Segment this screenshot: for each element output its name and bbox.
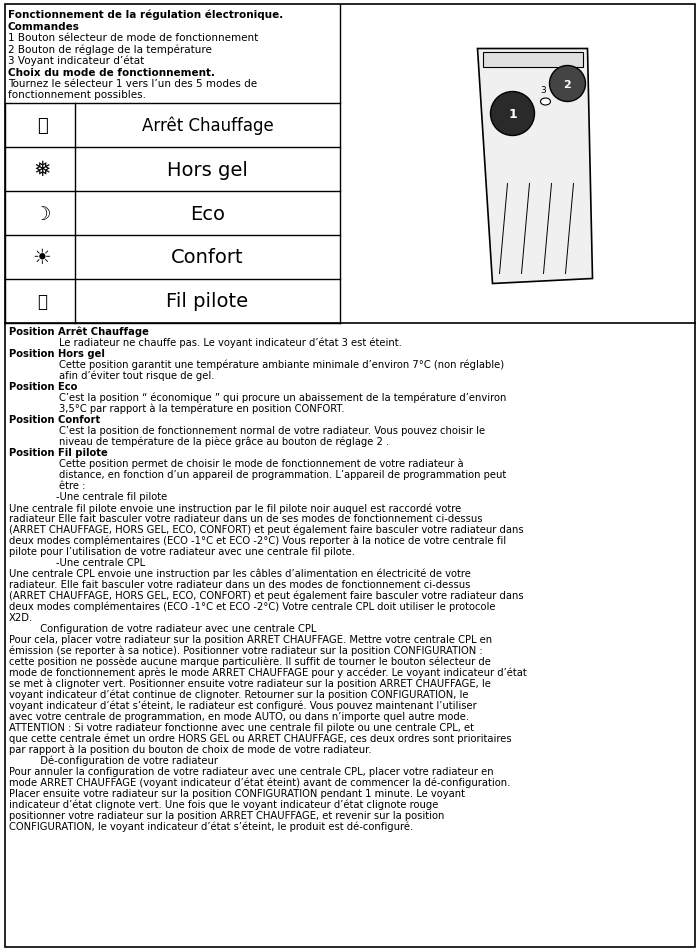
- Text: -Une centrale fil pilote: -Une centrale fil pilote: [9, 491, 167, 502]
- Text: deux modes complémentaires (ECO -1°C et ECO -2°C) Votre centrale CPL doit utilis: deux modes complémentaires (ECO -1°C et …: [9, 602, 496, 612]
- Text: ⏻: ⏻: [36, 117, 48, 135]
- Ellipse shape: [540, 99, 550, 106]
- Polygon shape: [477, 50, 592, 285]
- Text: Une centrale fil pilote envoie une instruction par le fil pilote noir auquel est: Une centrale fil pilote envoie une instr…: [9, 503, 461, 513]
- Text: X2D.: X2D.: [9, 612, 34, 623]
- Text: C’est la position de fonctionnement normal de votre radiateur. Vous pouvez chois: C’est la position de fonctionnement norm…: [59, 426, 485, 436]
- Text: Hors gel: Hors gel: [167, 160, 248, 179]
- Text: 3: 3: [540, 86, 547, 95]
- Text: (ARRET CHAUFFAGE, HORS GEL, ECO, CONFORT) et peut également faire basculer votre: (ARRET CHAUFFAGE, HORS GEL, ECO, CONFORT…: [9, 525, 524, 535]
- Text: deux modes complémentaires (ECO -1°C et ECO -2°C) Vous reporter à la notice de v: deux modes complémentaires (ECO -1°C et …: [9, 535, 506, 545]
- Text: Fil pilote: Fil pilote: [167, 292, 248, 311]
- Text: 2: 2: [564, 79, 571, 89]
- Text: Tournez le sélecteur 1 vers l’un des 5 modes de: Tournez le sélecteur 1 vers l’un des 5 m…: [8, 79, 257, 89]
- Text: Position Fil pilote: Position Fil pilote: [9, 447, 108, 458]
- Text: que cette centrale émet un ordre HORS GEL ou ARRET CHAUFFAGE, ces deux ordres so: que cette centrale émet un ordre HORS GE…: [9, 733, 512, 744]
- Text: afin d’éviter tout risque de gel.: afin d’éviter tout risque de gel.: [59, 370, 214, 381]
- Text: ☽: ☽: [34, 205, 50, 224]
- Text: 3 Voyant indicateur d’état: 3 Voyant indicateur d’état: [8, 56, 144, 67]
- Text: Position Hors gel: Position Hors gel: [9, 348, 105, 359]
- Text: ATTENTION : Si votre radiateur fonctionne avec une centrale fil pilote ou une ce: ATTENTION : Si votre radiateur fonctionn…: [9, 723, 474, 732]
- Text: Pour cela, placer votre radiateur sur la position ARRET CHAUFFAGE. Mettre votre : Pour cela, placer votre radiateur sur la…: [9, 634, 492, 645]
- Text: Fonctionnement de la régulation électronique.: Fonctionnement de la régulation électron…: [8, 10, 284, 21]
- Text: avec votre centrale de programmation, en mode AUTO, ou dans n’importe quel autre: avec votre centrale de programmation, en…: [9, 711, 469, 722]
- Text: Cette position permet de choisir le mode de fonctionnement de votre radiateur à: Cette position permet de choisir le mode…: [59, 459, 463, 469]
- Text: voyant indicateur d’état continue de clignoter. Retourner sur la position CONFIG: voyant indicateur d’état continue de cli…: [9, 689, 468, 700]
- Text: C’est la position “ économique ” qui procure un abaissement de la température d’: C’est la position “ économique ” qui pro…: [59, 392, 506, 403]
- Text: Une centrale CPL envoie une instruction par les câbles d’alimentation en électri: Une centrale CPL envoie une instruction …: [9, 568, 471, 579]
- Text: Confort: Confort: [172, 248, 244, 268]
- Text: ❅: ❅: [34, 160, 50, 180]
- Text: Position Arrêt Chauffage: Position Arrêt Chauffage: [9, 327, 149, 337]
- Text: voyant indicateur d’état s’éteint, le radiateur est configuré. Vous pouvez maint: voyant indicateur d’état s’éteint, le ra…: [9, 701, 477, 711]
- Text: radiateur Elle fait basculer votre radiateur dans un de ses modes de fonctionnem: radiateur Elle fait basculer votre radia…: [9, 513, 482, 524]
- Text: 2 Bouton de réglage de la température: 2 Bouton de réglage de la température: [8, 45, 212, 55]
- Text: mode de fonctionnement après le mode ARRET CHAUFFAGE pour y accéder. Le voyant i: mode de fonctionnement après le mode ARR…: [9, 667, 526, 678]
- Circle shape: [491, 92, 535, 136]
- Text: Arrêt Chauffage: Arrêt Chauffage: [141, 117, 274, 135]
- Text: Dé-configuration de votre radiateur: Dé-configuration de votre radiateur: [9, 755, 218, 765]
- Text: radiateur. Elle fait basculer votre radiateur dans un des modes de fonctionnemen: radiateur. Elle fait basculer votre radi…: [9, 580, 470, 589]
- Text: positionner votre radiateur sur la position ARRET CHAUFFAGE, et revenir sur la p: positionner votre radiateur sur la posit…: [9, 810, 444, 820]
- Text: se met à clignoter vert. Positionner ensuite votre radiateur sur la position ARR: se met à clignoter vert. Positionner ens…: [9, 678, 491, 689]
- Text: distance, en fonction d’un appareil de programmation. L’appareil de programmatio: distance, en fonction d’un appareil de p…: [59, 469, 506, 480]
- Text: CONFIGURATION, le voyant indicateur d’état s’éteint, le produit est dé-configuré: CONFIGURATION, le voyant indicateur d’ét…: [9, 822, 413, 832]
- Text: émission (se reporter à sa notice). Positionner votre radiateur sur la position : émission (se reporter à sa notice). Posi…: [9, 645, 482, 656]
- Text: Configuration de votre radiateur avec une centrale CPL: Configuration de votre radiateur avec un…: [9, 624, 316, 633]
- Text: Eco: Eco: [190, 205, 225, 224]
- Text: Position Confort: Position Confort: [9, 414, 100, 425]
- Text: être :: être :: [59, 481, 85, 490]
- Text: 1 Bouton sélecteur de mode de fonctionnement: 1 Bouton sélecteur de mode de fonctionne…: [8, 33, 258, 43]
- Text: ⏰: ⏰: [37, 292, 47, 310]
- Text: Cette position garantit une température ambiante minimale d’environ 7°C (non rég: Cette position garantit une température …: [59, 360, 504, 370]
- Text: cette position ne possède aucune marque particulière. Il suffit de tourner le bo: cette position ne possède aucune marque …: [9, 656, 491, 666]
- Text: fonctionnement possibles.: fonctionnement possibles.: [8, 90, 146, 100]
- Text: 3,5°C par rapport à la température en position CONFORT.: 3,5°C par rapport à la température en po…: [59, 404, 344, 414]
- Text: Le radiateur ne chauffe pas. Le voyant indicateur d’état 3 est éteint.: Le radiateur ne chauffe pas. Le voyant i…: [59, 338, 402, 348]
- Text: mode ARRET CHAUFFAGE (voyant indicateur d’état éteint) avant de commencer la dé-: mode ARRET CHAUFFAGE (voyant indicateur …: [9, 777, 510, 787]
- Circle shape: [550, 67, 585, 103]
- Text: Placer ensuite votre radiateur sur la position CONFIGURATION pendant 1 minute. L: Placer ensuite votre radiateur sur la po…: [9, 788, 465, 798]
- Text: (ARRET CHAUFFAGE, HORS GEL, ECO, CONFORT) et peut également faire basculer votre: (ARRET CHAUFFAGE, HORS GEL, ECO, CONFORT…: [9, 590, 524, 601]
- Text: niveau de température de la pièce grâce au bouton de réglage 2 .: niveau de température de la pièce grâce …: [59, 437, 389, 447]
- Text: pilote pour l’utilisation de votre radiateur avec une centrale fil pilote.: pilote pour l’utilisation de votre radia…: [9, 546, 355, 556]
- Text: ☀: ☀: [33, 248, 51, 268]
- Text: Commandes: Commandes: [8, 22, 80, 31]
- Text: Choix du mode de fonctionnement.: Choix du mode de fonctionnement.: [8, 68, 215, 77]
- Text: 1: 1: [508, 108, 517, 121]
- Text: indicateur d’état clignote vert. Une fois que le voyant indicateur d’état cligno: indicateur d’état clignote vert. Une foi…: [9, 799, 438, 809]
- Text: Position Eco: Position Eco: [9, 382, 78, 391]
- Bar: [482, 52, 582, 68]
- Text: par rapport à la position du bouton de choix de mode de votre radiateur.: par rapport à la position du bouton de c…: [9, 744, 372, 755]
- Text: Pour annuler la configuration de votre radiateur avec une centrale CPL, placer v: Pour annuler la configuration de votre r…: [9, 766, 494, 776]
- Text: -Une centrale CPL: -Une centrale CPL: [9, 558, 145, 567]
